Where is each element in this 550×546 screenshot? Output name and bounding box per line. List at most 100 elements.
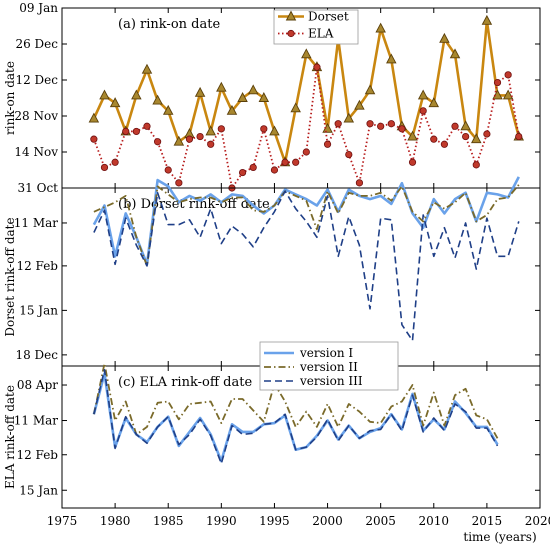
data-point-circle	[207, 140, 215, 148]
data-point-circle	[143, 122, 151, 130]
data-point-triangle	[247, 84, 259, 95]
x-tick-label: 2015	[472, 514, 503, 528]
data-point-circle	[111, 158, 119, 166]
data-point-circle	[334, 120, 342, 128]
data-point-triangle	[428, 97, 440, 108]
data-point-circle	[249, 163, 257, 172]
panel-a: 31 Oct 14 Nov 28 Nov 12 Dec 26 Dec 09 Jan rink…	[3, 1, 541, 195]
data-point-circle	[504, 71, 512, 79]
y-tick-label: 11 Mar	[14, 216, 59, 230]
data-point-triangle	[417, 89, 429, 100]
data-point-circle	[185, 135, 194, 143]
x-tick-label: 1985	[153, 514, 184, 528]
y-tick-label: 31 Oct	[18, 181, 59, 195]
data-point-circle	[260, 125, 268, 133]
x-tick-label: 1995	[259, 514, 290, 528]
data-point-circle	[493, 78, 502, 87]
y-tick-label: 12 Feb	[16, 448, 58, 462]
data-point-circle	[515, 132, 523, 141]
data-point-triangle	[449, 48, 461, 59]
data-point-circle	[408, 158, 417, 166]
y-tick-label: 11 Mar	[14, 414, 59, 428]
legend-label: version I	[299, 346, 353, 360]
data-point-circle	[483, 130, 491, 138]
data-point-triangle	[322, 122, 333, 133]
x-axis-label: time (years)	[463, 530, 536, 544]
data-point-circle	[100, 163, 109, 172]
x-tick-label: 2020	[525, 514, 550, 528]
data-point-triangle	[162, 104, 174, 115]
data-point-circle	[302, 148, 310, 156]
x-tick-label: 1980	[100, 514, 131, 528]
data-point-triangle	[194, 86, 206, 97]
y-tick-label: 15 Jan	[19, 303, 58, 317]
legend-label: version II	[299, 360, 358, 374]
legend-box	[259, 341, 399, 391]
legend-triangle-marker	[285, 10, 297, 21]
data-point-circle	[462, 132, 470, 141]
data-point-circle	[154, 138, 162, 146]
data-point-circle	[366, 120, 374, 128]
data-point-triangle	[375, 22, 386, 33]
data-point-circle	[164, 166, 172, 174]
data-point-circle	[355, 179, 364, 187]
data-point-triangle	[269, 125, 280, 136]
data-point-triangle	[258, 92, 270, 102]
data-point-circle	[419, 107, 427, 115]
data-point-triangle	[290, 102, 301, 113]
series-line-version-iii	[93, 369, 499, 465]
y-tick-label: 26 Dec	[15, 37, 58, 51]
data-point-circle	[238, 168, 247, 177]
legend-circle-marker	[287, 29, 295, 38]
series-line-version-ii	[93, 362, 499, 439]
data-point-triangle	[343, 112, 355, 123]
panel-label: (c) ELA rink-off date	[118, 375, 252, 390]
series-line-version-i	[92, 176, 520, 266]
data-point-circle	[292, 158, 300, 166]
data-point-triangle	[237, 92, 248, 102]
x-tick-label: 2000	[312, 514, 343, 528]
y-axis-label: ELA rink-off date	[3, 385, 17, 489]
data-point-circle	[217, 125, 225, 133]
data-point-triangle	[354, 99, 365, 110]
data-point-triangle	[439, 32, 450, 43]
data-point-triangle	[407, 130, 418, 141]
y-tick-label: 12 Dec	[15, 73, 58, 87]
data-point-circle	[323, 140, 332, 148]
y-tick-label: 15 Jan	[19, 483, 58, 497]
legend-label: Dorset	[308, 10, 349, 24]
data-point-triangle	[131, 89, 142, 100]
data-point-circle	[281, 158, 289, 166]
data-point-triangle	[481, 14, 493, 25]
data-point-triangle	[109, 97, 121, 108]
x-tick-label: 2005	[365, 514, 396, 528]
y-tick-label: 28 Nov	[14, 109, 58, 123]
data-point-triangle	[386, 53, 397, 64]
data-point-circle	[430, 135, 438, 143]
data-point-circle	[196, 132, 204, 141]
data-point-circle	[132, 127, 140, 136]
data-point-circle	[313, 63, 321, 71]
data-point-triangle	[205, 125, 216, 136]
data-point-triangle	[471, 133, 482, 144]
legend-label: ELA	[308, 27, 334, 41]
data-point-triangle	[226, 104, 238, 115]
y-tick-label: 09 Jan	[19, 1, 58, 15]
y-tick-label: 12 Feb	[16, 259, 58, 273]
x-tick-label: 1990	[206, 514, 237, 528]
y-tick-label: 14 Nov	[14, 145, 58, 159]
data-point-triangle	[492, 89, 503, 100]
x-tick-label: 1975	[47, 514, 78, 528]
panel-label: (a) rink-on date	[118, 17, 220, 32]
y-axis-label: Dorset rink-off date	[3, 217, 17, 336]
y-tick-label: 08 Apr	[17, 378, 58, 392]
data-point-triangle	[502, 89, 514, 100]
data-point-triangle	[141, 63, 153, 74]
x-tick-label: 2010	[419, 514, 450, 528]
data-point-triangle	[216, 81, 227, 92]
data-point-circle	[387, 120, 395, 128]
